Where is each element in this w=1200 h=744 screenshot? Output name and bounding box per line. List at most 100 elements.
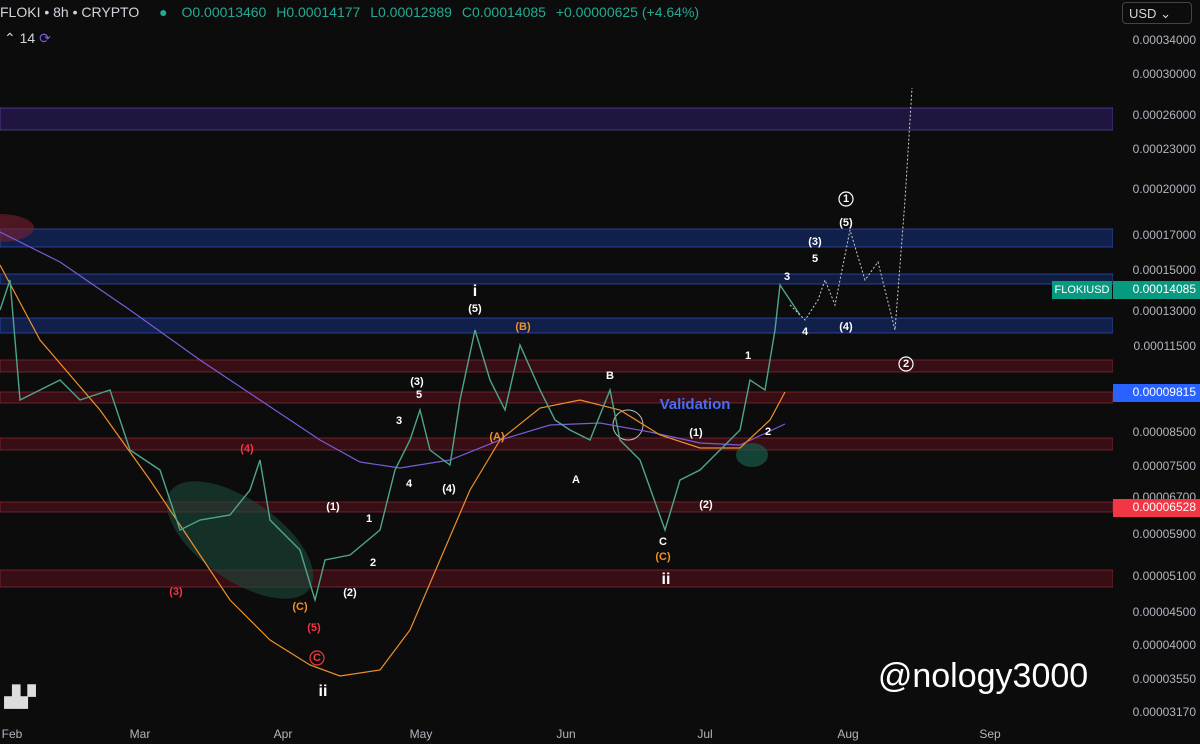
price-label: 0.00004500: [1133, 605, 1197, 619]
wave-label: (1): [689, 427, 703, 439]
price-label: 0.00023000: [1133, 142, 1197, 156]
header: FLOKI • 8h • CRYPTO ● O0.00013460 H0.000…: [0, 4, 705, 22]
wave-label: (2): [699, 499, 713, 511]
wave-circle: [309, 650, 325, 666]
open: O0.00013460: [181, 4, 267, 20]
price-label: 0.00008500: [1133, 425, 1197, 439]
low: L0.00012989: [370, 4, 452, 20]
time-label: Aug: [837, 727, 858, 741]
wave-label: Validation: [660, 396, 731, 413]
price-label: 0.00005900: [1133, 527, 1197, 541]
wave-label: 2: [370, 557, 376, 569]
highlight: [736, 443, 768, 467]
interval-value[interactable]: 14: [19, 30, 36, 46]
symbol-tag-label: FLOKIUSD: [1054, 284, 1109, 296]
wave-label: i: [473, 283, 477, 300]
wave-label: (1): [326, 501, 340, 513]
currency[interactable]: USD: [1129, 6, 1157, 21]
wave-label: (5): [839, 217, 853, 229]
time-label: Sep: [979, 727, 1001, 741]
time-label: Jul: [697, 727, 712, 741]
wave-label: 5: [416, 389, 422, 401]
wave-label: (A): [489, 431, 505, 443]
zone: [0, 107, 1114, 131]
price-tag: [1113, 384, 1200, 402]
price-label: 0.00026000: [1133, 108, 1197, 122]
price-label: 0.00003550: [1133, 672, 1197, 686]
change: +0.00000625 (+4.64%): [555, 4, 700, 20]
time-label: Apr: [274, 727, 293, 741]
ma-orange: [0, 264, 786, 677]
price-tag: [1113, 499, 1200, 517]
price-label: 0.00015000: [1133, 263, 1197, 277]
price-label: 0.00011500: [1133, 339, 1196, 353]
zone: [0, 317, 1114, 334]
wave-label: (C): [292, 601, 308, 613]
watermark: @nology3000: [878, 657, 1088, 695]
wave-label: 1: [366, 513, 372, 525]
wave-label: (B): [515, 321, 531, 333]
wave-label: A: [572, 474, 580, 486]
wave-label: (5): [307, 622, 321, 634]
price-label: 0.00017000: [1133, 228, 1197, 242]
symbol-tag: [1052, 281, 1112, 299]
wave-label: (3): [808, 236, 822, 248]
wave-label: C: [313, 652, 321, 664]
price-label: 0.00034000: [1133, 33, 1197, 47]
wave-label: 4: [406, 478, 413, 490]
price-label: 0.00005100: [1133, 569, 1197, 583]
wave-label: ii: [319, 683, 328, 700]
time-label: Feb: [2, 727, 23, 741]
wave-label: 3: [784, 271, 790, 283]
zone: [0, 391, 1114, 404]
wave-label: (4): [442, 483, 456, 495]
wave-label: ii: [662, 571, 671, 588]
price-tag-value: 0.00006528: [1133, 500, 1197, 514]
price-tag-value: 0.00009815: [1133, 385, 1197, 399]
wave-label: 5: [812, 253, 818, 265]
price-label: 0.00030000: [1133, 67, 1197, 81]
price: [0, 279, 801, 603]
zone: [0, 359, 1114, 373]
zone: [0, 228, 1114, 248]
zone: [0, 437, 1114, 451]
wave-label: (5): [468, 303, 482, 315]
wave-label: (4): [839, 321, 853, 333]
time-label: Mar: [130, 727, 151, 741]
price-tag: [1113, 281, 1200, 299]
ma-purple: [0, 231, 786, 469]
wave-label: (4): [240, 443, 254, 455]
time-label: May: [410, 727, 433, 741]
price-label: 0.00004000: [1133, 638, 1197, 652]
projection: [789, 87, 913, 331]
wave-label: 1: [745, 350, 751, 362]
zone: [0, 569, 1114, 588]
symbol: FLOKI • 8h • CRYPTO: [0, 4, 140, 20]
wave-circle: [838, 191, 854, 207]
wave-label: (3): [410, 376, 424, 388]
price-label: 0.00020000: [1133, 182, 1197, 196]
high: H0.00014177: [276, 4, 361, 20]
close: C0.00014085: [461, 4, 546, 20]
wave-label: (C): [655, 551, 671, 563]
status-dot: ●: [159, 4, 168, 20]
wave-label: B: [606, 370, 614, 382]
price-label: 0.00007500: [1133, 459, 1197, 473]
wave-label: 3: [396, 415, 402, 427]
wave-label: 2: [765, 426, 771, 438]
wave-label: C: [659, 536, 667, 548]
wave-label: 1: [843, 193, 849, 205]
wave-label: (3): [169, 586, 183, 598]
price-axis-bg: [1113, 0, 1200, 744]
wave-label: 2: [903, 358, 909, 370]
wave-label: (2): [343, 587, 357, 599]
currency-button[interactable]: USD ⌄: [1122, 2, 1192, 24]
price-tag-value: 0.00014085: [1133, 282, 1197, 296]
highlight: [166, 481, 314, 599]
wave-circle: [898, 356, 914, 372]
zones: [0, 107, 1114, 599]
indicator-row[interactable]: ⌃ 14 ⟳: [4, 30, 51, 46]
logo: ▟▞: [4, 683, 36, 709]
